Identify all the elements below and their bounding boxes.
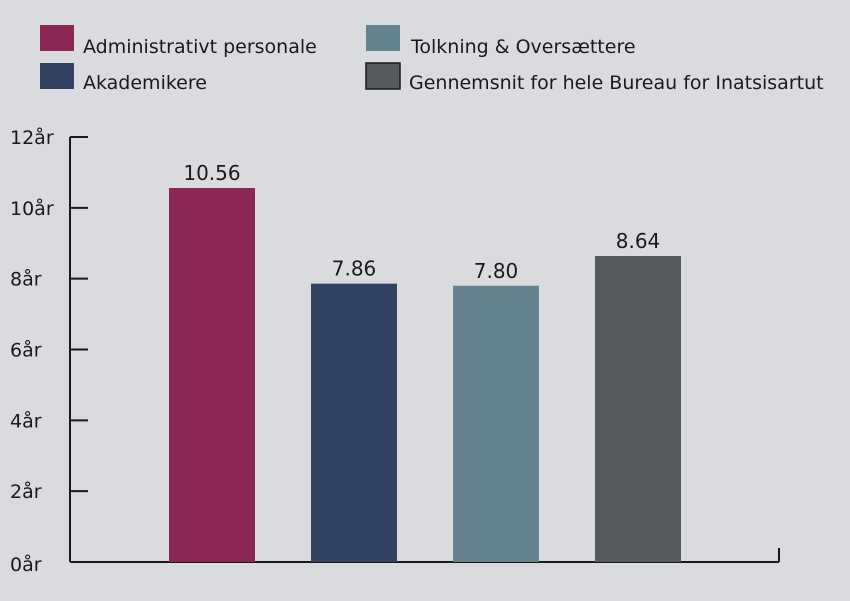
legend: Administrativt personale Tolkning & Overs… xyxy=(40,25,824,94)
bar-value-label: 7.80 xyxy=(474,259,519,283)
legend-swatch xyxy=(366,25,400,51)
value-labels: 10.56 7.86 7.80 8.64 xyxy=(183,161,660,283)
y-tick-label: 4år xyxy=(10,409,42,432)
legend-swatch xyxy=(40,25,74,51)
legend-label: Akademikere xyxy=(83,72,207,94)
bars xyxy=(169,188,681,562)
bar xyxy=(169,188,255,562)
y-tick-label: 10år xyxy=(10,197,54,220)
y-tick-label: 12år xyxy=(10,126,54,149)
bar xyxy=(311,283,397,562)
legend-label: Gennemsnit for hele Bureau for Inatsisar… xyxy=(409,72,824,94)
y-tick-label: 6år xyxy=(10,339,42,362)
legend-swatch xyxy=(365,62,401,90)
y-tick-label: 0år xyxy=(10,553,42,576)
y-tick-label: 2år xyxy=(10,480,42,503)
bar xyxy=(453,285,539,562)
bar-value-label: 7.86 xyxy=(332,257,377,281)
bar xyxy=(595,256,681,562)
legend-label: Administrativt personale xyxy=(83,36,317,58)
bar-value-label: 8.64 xyxy=(616,229,661,253)
legend-label: Tolkning & Oversættere xyxy=(410,36,636,58)
y-tick-label: 8år xyxy=(10,268,42,291)
bar-value-label: 10.56 xyxy=(183,161,240,185)
legend-swatch xyxy=(40,63,74,89)
